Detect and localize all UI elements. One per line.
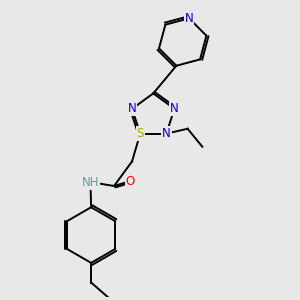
Text: O: O [126,175,135,188]
Text: NH: NH [82,176,99,189]
Text: N: N [185,12,194,25]
Text: N: N [170,102,179,115]
Text: S: S [136,127,144,140]
Text: N: N [128,102,136,115]
Text: N: N [162,127,171,140]
